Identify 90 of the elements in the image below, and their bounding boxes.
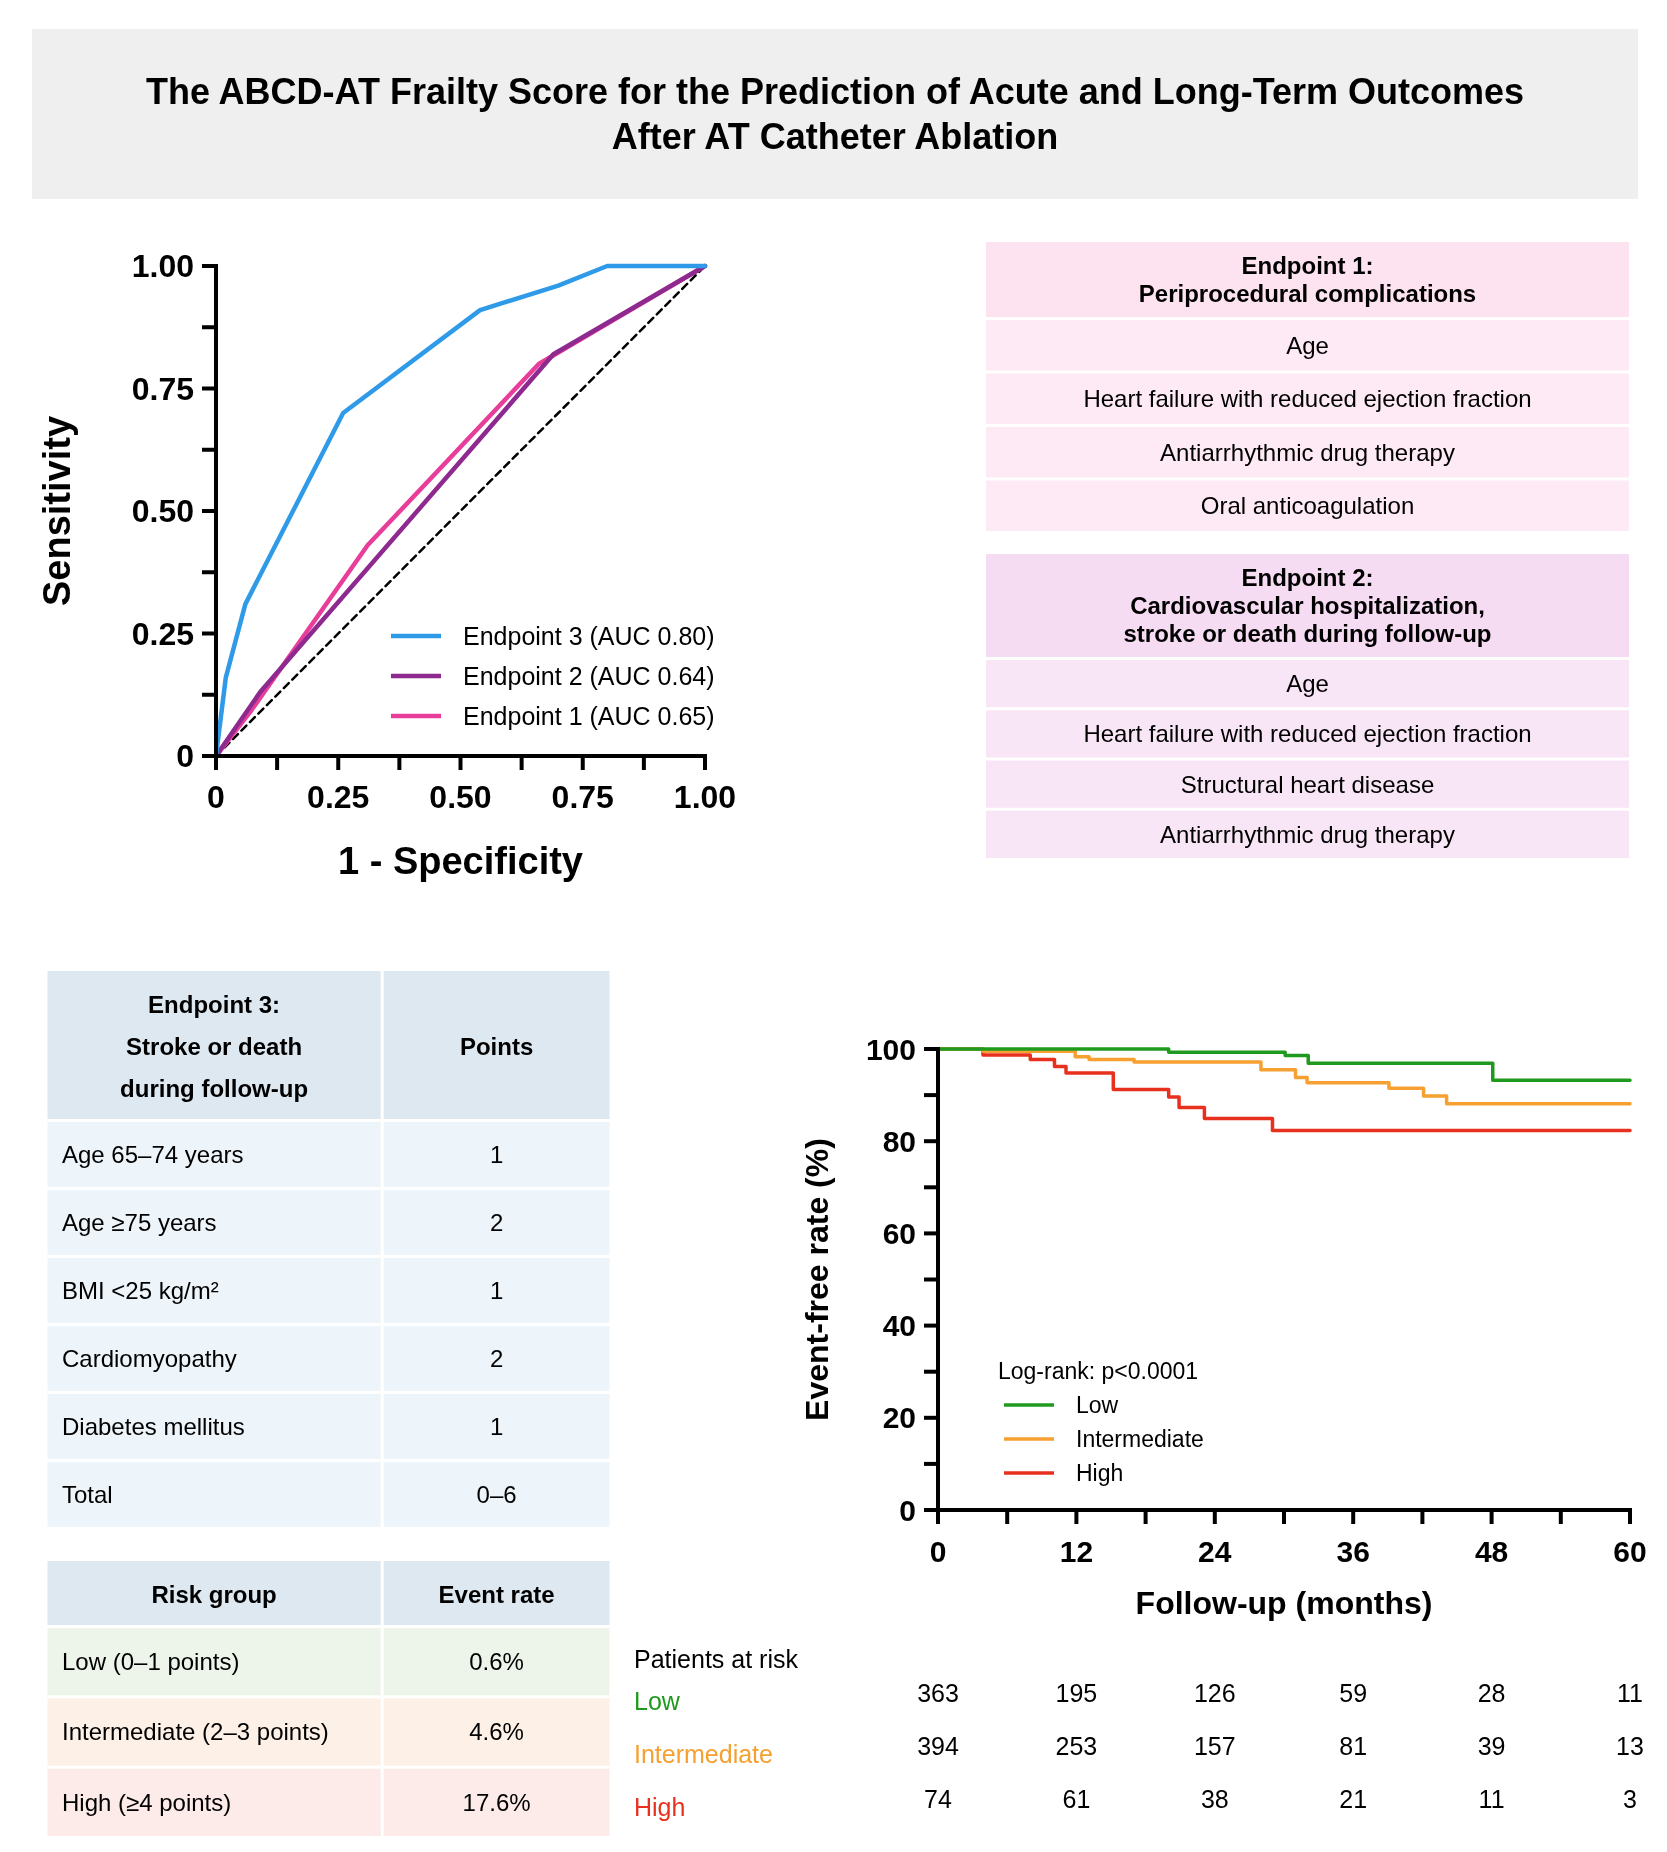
y-axis-title: Event-free rate (%) xyxy=(799,1138,835,1421)
legend-label: Intermediate xyxy=(1076,1426,1204,1453)
text: 11 xyxy=(1478,1785,1505,1813)
text: 13 xyxy=(1616,1732,1644,1760)
y-axis-title: Sensitivity xyxy=(36,415,78,607)
y-tick-label: 0.75 xyxy=(131,370,194,407)
text: 17.6% xyxy=(462,1788,531,1816)
category-label: Risk group xyxy=(151,1580,277,1608)
text: 0–6 xyxy=(476,1480,517,1508)
text: 61 xyxy=(1062,1785,1091,1813)
legend-label: High xyxy=(1076,1460,1124,1487)
text: Heart failure with reduced ejection fraction xyxy=(1083,385,1532,413)
text: Cardiovascular hospitalization, stroke or death during follow-up xyxy=(1123,591,1492,647)
x-tick-label: 1.00 xyxy=(673,779,737,815)
text: Age 65–74 years xyxy=(62,1140,244,1168)
text: Oral anticoagulation xyxy=(1200,492,1415,520)
text: High (≥4 points) xyxy=(62,1788,232,1816)
text: 394 xyxy=(917,1732,959,1760)
legend-label: Endpoint 2 (AUC 0.64) xyxy=(463,661,715,690)
y-tick-label: 20 xyxy=(882,1401,916,1435)
text: BMI <25 kg/m² xyxy=(62,1276,219,1304)
text: 363 xyxy=(917,1679,959,1707)
category-label: Low xyxy=(634,1687,681,1715)
text: Heart failure with reduced ejection fraction xyxy=(1083,720,1532,748)
category-label: Intermediate xyxy=(634,1740,773,1768)
text: 21 xyxy=(1339,1785,1368,1813)
y-tick-label: 1.00 xyxy=(131,248,194,285)
text: 1 xyxy=(489,1276,504,1304)
x-tick-label: 12 xyxy=(1059,1535,1094,1568)
text: Antiarrhythmic drug therapy xyxy=(1160,820,1455,848)
x-tick-label: 36 xyxy=(1336,1535,1370,1568)
text: 195 xyxy=(1055,1679,1098,1707)
text: 81 xyxy=(1339,1732,1368,1760)
x-tick-label: 60 xyxy=(1613,1535,1647,1568)
text: 1 xyxy=(489,1140,504,1168)
text: The ABCD-AT Frailty Score for the Prediction of Acute and Long-Term Outcomes After AT Catheter Ablation xyxy=(145,71,1525,158)
legend-label: Low xyxy=(1076,1392,1119,1419)
x-tick-label: 0.50 xyxy=(429,779,492,815)
text: 59 xyxy=(1339,1679,1368,1707)
text: 11 xyxy=(1617,1679,1643,1707)
text: Total xyxy=(62,1480,113,1508)
text: 38 xyxy=(1200,1785,1229,1813)
y-tick-label: 100 xyxy=(865,1032,916,1066)
x-tick-label: 0 xyxy=(929,1535,947,1568)
text: 39 xyxy=(1477,1732,1506,1760)
text: Periprocedural complications xyxy=(1138,279,1477,307)
legend-title: Log-rank: p<0.0001 xyxy=(998,1358,1199,1385)
category-label: Points xyxy=(459,1032,534,1060)
text: 74 xyxy=(924,1785,952,1813)
text: Structural heart disease xyxy=(1180,770,1435,798)
y-tick-label: 0 xyxy=(899,1493,916,1527)
text: 1 xyxy=(489,1412,504,1440)
legend-label: Endpoint 1 (AUC 0.65) xyxy=(463,701,715,730)
text: 2 xyxy=(489,1344,504,1372)
text: 157 xyxy=(1193,1732,1236,1760)
text: Cardiomyopathy xyxy=(62,1344,237,1372)
category-label: Event rate xyxy=(438,1580,555,1608)
legend-label: Endpoint 3 (AUC 0.80) xyxy=(463,621,715,650)
category-label: Endpoint 3: Stroke or death during follow-up xyxy=(120,990,309,1102)
y-tick-label: 0.25 xyxy=(131,615,194,652)
x-tick-label: 48 xyxy=(1474,1535,1509,1568)
text: 126 xyxy=(1193,1679,1236,1707)
text: Endpoint 1: xyxy=(1241,251,1374,279)
category-label: High xyxy=(634,1793,686,1821)
text: Patients at risk xyxy=(634,1645,799,1673)
text: 0.6% xyxy=(469,1648,524,1676)
text: Age ≥75 years xyxy=(62,1208,217,1236)
x-tick-label: 0.75 xyxy=(551,779,614,815)
y-tick-label: 40 xyxy=(882,1309,916,1343)
text: 3 xyxy=(1623,1785,1637,1813)
text: Age xyxy=(1286,331,1329,359)
text: 2 xyxy=(489,1208,504,1236)
text: Diabetes mellitus xyxy=(62,1412,245,1440)
x-tick-label: 0 xyxy=(207,779,225,815)
x-tick-label: 24 xyxy=(1198,1535,1232,1568)
text: Low (0–1 points) xyxy=(62,1648,240,1676)
text: Endpoint 2: xyxy=(1241,563,1374,591)
text: 28 xyxy=(1477,1679,1506,1707)
y-tick-label: 80 xyxy=(882,1124,916,1158)
text: Antiarrhythmic drug therapy xyxy=(1160,438,1455,466)
x-tick-label: 0.25 xyxy=(307,779,370,815)
text: Age xyxy=(1286,670,1329,698)
text: Intermediate (2–3 points) xyxy=(62,1718,329,1746)
y-tick-label: 0.50 xyxy=(131,493,194,530)
y-tick-label: 0 xyxy=(176,738,194,775)
text: 253 xyxy=(1055,1732,1098,1760)
y-tick-label: 60 xyxy=(882,1216,916,1250)
x-axis-title: 1 - Specificity xyxy=(338,840,583,882)
x-axis-title: Follow-up (months) xyxy=(1135,1585,1433,1621)
text: 4.6% xyxy=(469,1718,524,1746)
